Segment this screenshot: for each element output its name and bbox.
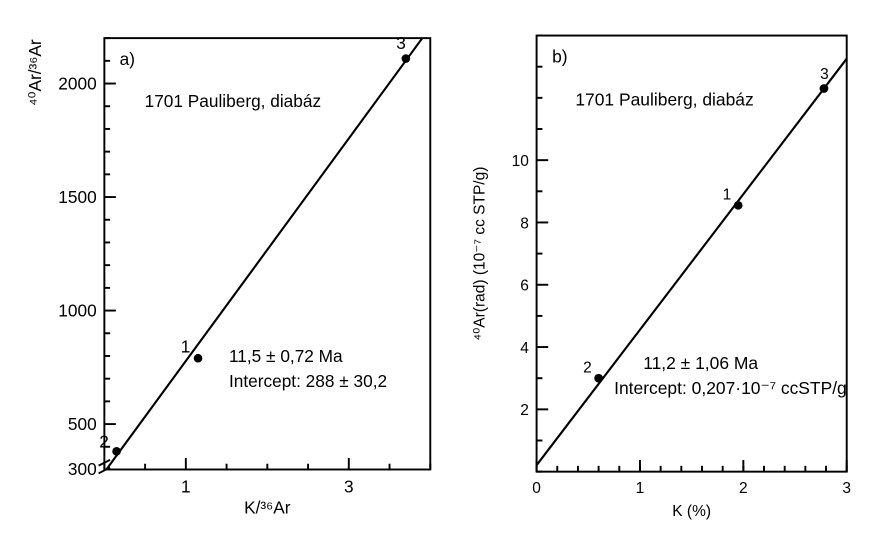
svg-text:3: 3	[396, 33, 406, 53]
panel-b-tag: b)	[552, 47, 568, 67]
svg-text:2: 2	[739, 480, 748, 497]
panel-a-age-text: 11,5 ± 0,72 Ma	[229, 346, 343, 366]
svg-text:2: 2	[583, 359, 592, 376]
svg-text:0: 0	[532, 480, 541, 497]
svg-text:1500: 1500	[58, 187, 96, 207]
svg-text:1: 1	[181, 336, 191, 356]
svg-text:2: 2	[99, 431, 109, 451]
svg-text:1: 1	[181, 476, 191, 496]
panel-b-svg: 0123 246810 123 K (%) ⁴⁰Ar(rad) (10⁻⁷ cc…	[461, 8, 868, 537]
panel-a-xlabel: K/³⁶Ar	[244, 498, 291, 518]
panel-a-svg: 13 500100015002000300 123 K/³⁶Ar ⁴⁰Ar/³⁶…	[20, 8, 461, 537]
svg-text:1: 1	[723, 187, 732, 204]
svg-text:4: 4	[520, 340, 529, 357]
panel-b-intercept-text: Intercept: 0,207·10⁻⁷ ccSTP/g	[614, 378, 847, 398]
svg-text:6: 6	[520, 278, 529, 295]
panel-a-intercept-text: Intercept: 288 ± 30,2	[229, 371, 387, 391]
panel-a-xticks: 13	[104, 458, 430, 497]
svg-text:3: 3	[344, 476, 354, 496]
svg-text:2: 2	[520, 402, 529, 419]
svg-text:1000: 1000	[58, 300, 96, 320]
panel-a-tag: a)	[120, 49, 135, 69]
panel-b-yticks: 2 4 6 8 10	[512, 36, 549, 472]
svg-text:1: 1	[636, 480, 645, 497]
svg-text:500: 500	[68, 414, 97, 434]
panel-a: 13 500100015002000300 123 K/³⁶Ar ⁴⁰Ar/³⁶…	[20, 8, 461, 537]
panel-b-points: 1 2 3	[583, 66, 829, 383]
svg-text:3: 3	[820, 66, 829, 83]
svg-text:10: 10	[512, 153, 530, 170]
panel-b-title: 1701 Pauliberg, diabáz	[575, 89, 753, 109]
figure: 13 500100015002000300 123 K/³⁶Ar ⁴⁰Ar/³⁶…	[0, 0, 892, 545]
panel-b-xlabel: K (%)	[672, 503, 711, 520]
svg-text:2000: 2000	[58, 73, 96, 93]
panel-a-title: 1701 Pauliberg, diabáz	[145, 91, 321, 111]
panel-b: 0123 246810 123 K (%) ⁴⁰Ar(rad) (10⁻⁷ cc…	[461, 8, 868, 537]
panel-a-yticks: 500 1000 1500 2000 300	[58, 38, 116, 479]
panel-b-ylabel: ⁴⁰Ar(rad) (10⁻⁷ cc STP/g)	[471, 167, 488, 341]
panel-b-age-text: 11,2 ± 1,06 Ma	[643, 353, 758, 373]
svg-text:3: 3	[842, 480, 851, 497]
panel-b-fit-line	[537, 59, 847, 466]
panel-b-xticks: 0 1 2 3	[532, 460, 851, 497]
svg-text:300: 300	[68, 459, 97, 479]
svg-text:8: 8	[520, 215, 529, 232]
panel-a-ylabel: ⁴⁰Ar/³⁶Ar	[25, 39, 45, 106]
